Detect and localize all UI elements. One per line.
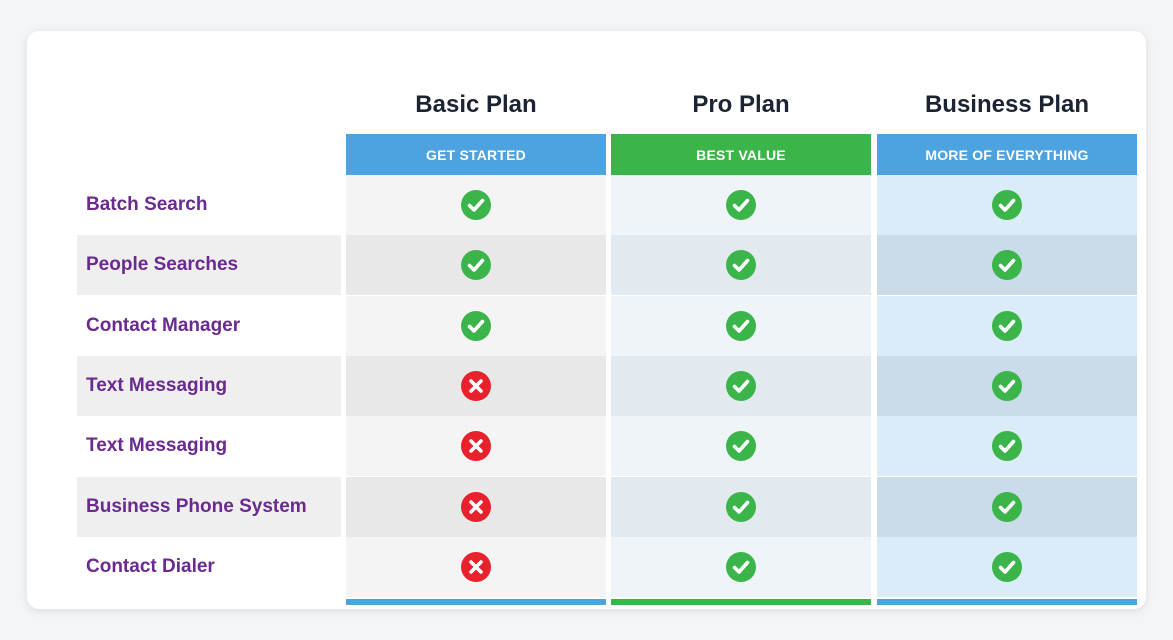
check-icon [992, 190, 1022, 220]
plan-name: Pro Plan [692, 91, 790, 118]
check-icon [992, 370, 1022, 401]
check-icon [726, 310, 756, 341]
feature-cell-business [877, 175, 1137, 235]
feature-cell-business [877, 536, 1137, 597]
feature-row: Text Messaging [77, 355, 1137, 416]
check-icon [992, 431, 1022, 462]
feature-label: Text Messaging [86, 435, 228, 457]
check-icon [726, 190, 756, 220]
feature-cell-basic [346, 476, 606, 537]
check-icon [461, 310, 491, 341]
plan-name: Basic Plan [415, 91, 537, 118]
feature-label: Batch Search [86, 194, 208, 215]
feature-cell-basic [346, 175, 606, 235]
check-icon [461, 190, 491, 220]
feature-cell-business [877, 295, 1137, 356]
check-icon [726, 431, 756, 462]
feature-cell-business [877, 416, 1137, 477]
feature-row: Contact Manager [77, 295, 1137, 356]
feature-cell-pro [611, 355, 871, 416]
check-icon [992, 310, 1022, 341]
feature-cell-business [877, 355, 1137, 416]
check-icon [726, 491, 756, 522]
check-icon [992, 551, 1022, 582]
feature-cell-basic [346, 416, 606, 477]
plan-bottom-bar [611, 599, 871, 605]
feature-cell-pro [611, 476, 871, 537]
row-label-background [77, 235, 341, 296]
row-label-background [77, 175, 341, 235]
feature-cell-pro [611, 295, 871, 356]
check-icon [992, 491, 1022, 522]
feature-label: Contact Manager [86, 314, 241, 336]
row-label-background [77, 355, 341, 416]
feature-row: Batch Search [77, 175, 1137, 235]
plan-banner: MORE OF EVERYTHING [877, 134, 1137, 175]
feature-cell-basic [346, 355, 606, 416]
plan-bottom-bar [346, 599, 606, 605]
feature-row: Business Phone System [77, 476, 1137, 537]
feature-cell-basic [346, 235, 606, 296]
feature-cell-pro [611, 175, 871, 235]
feature-cell-business [877, 476, 1137, 537]
check-icon [726, 370, 756, 401]
feature-row: Text Messaging [77, 416, 1137, 477]
feature-label: Contact Dialer [86, 555, 215, 577]
feature-row: People Searches [77, 235, 1137, 296]
plan-name: Business Plan [924, 91, 1090, 118]
feature-cell-pro [611, 416, 871, 477]
feature-cell-basic [346, 295, 606, 356]
row-label-background [77, 536, 341, 597]
row-label-background [77, 476, 341, 537]
cross-icon [461, 491, 491, 522]
check-icon [461, 250, 491, 281]
comparison-card: Batch Search People Searches Contact Manag… [27, 31, 1146, 609]
check-icon [726, 551, 756, 582]
check-icon [992, 250, 1022, 281]
feature-row: Contact Dialer [77, 536, 1137, 597]
feature-label: People Searches [86, 254, 239, 276]
row-label-background [77, 416, 341, 477]
plan-banner: BEST VALUE [611, 134, 871, 175]
feature-label: Text Messaging [86, 374, 228, 396]
feature-label: Business Phone System [86, 495, 307, 517]
cross-icon [461, 370, 491, 401]
cross-icon [461, 551, 491, 582]
feature-cell-pro [611, 235, 871, 296]
row-label-background [77, 295, 341, 356]
feature-cell-business [877, 235, 1137, 296]
plan-banner: GET STARTED [346, 134, 606, 175]
feature-cell-pro [611, 536, 871, 597]
check-icon [726, 250, 756, 281]
feature-cell-basic [346, 536, 606, 597]
cross-icon [461, 431, 491, 462]
plan-bottom-bar [877, 599, 1137, 605]
